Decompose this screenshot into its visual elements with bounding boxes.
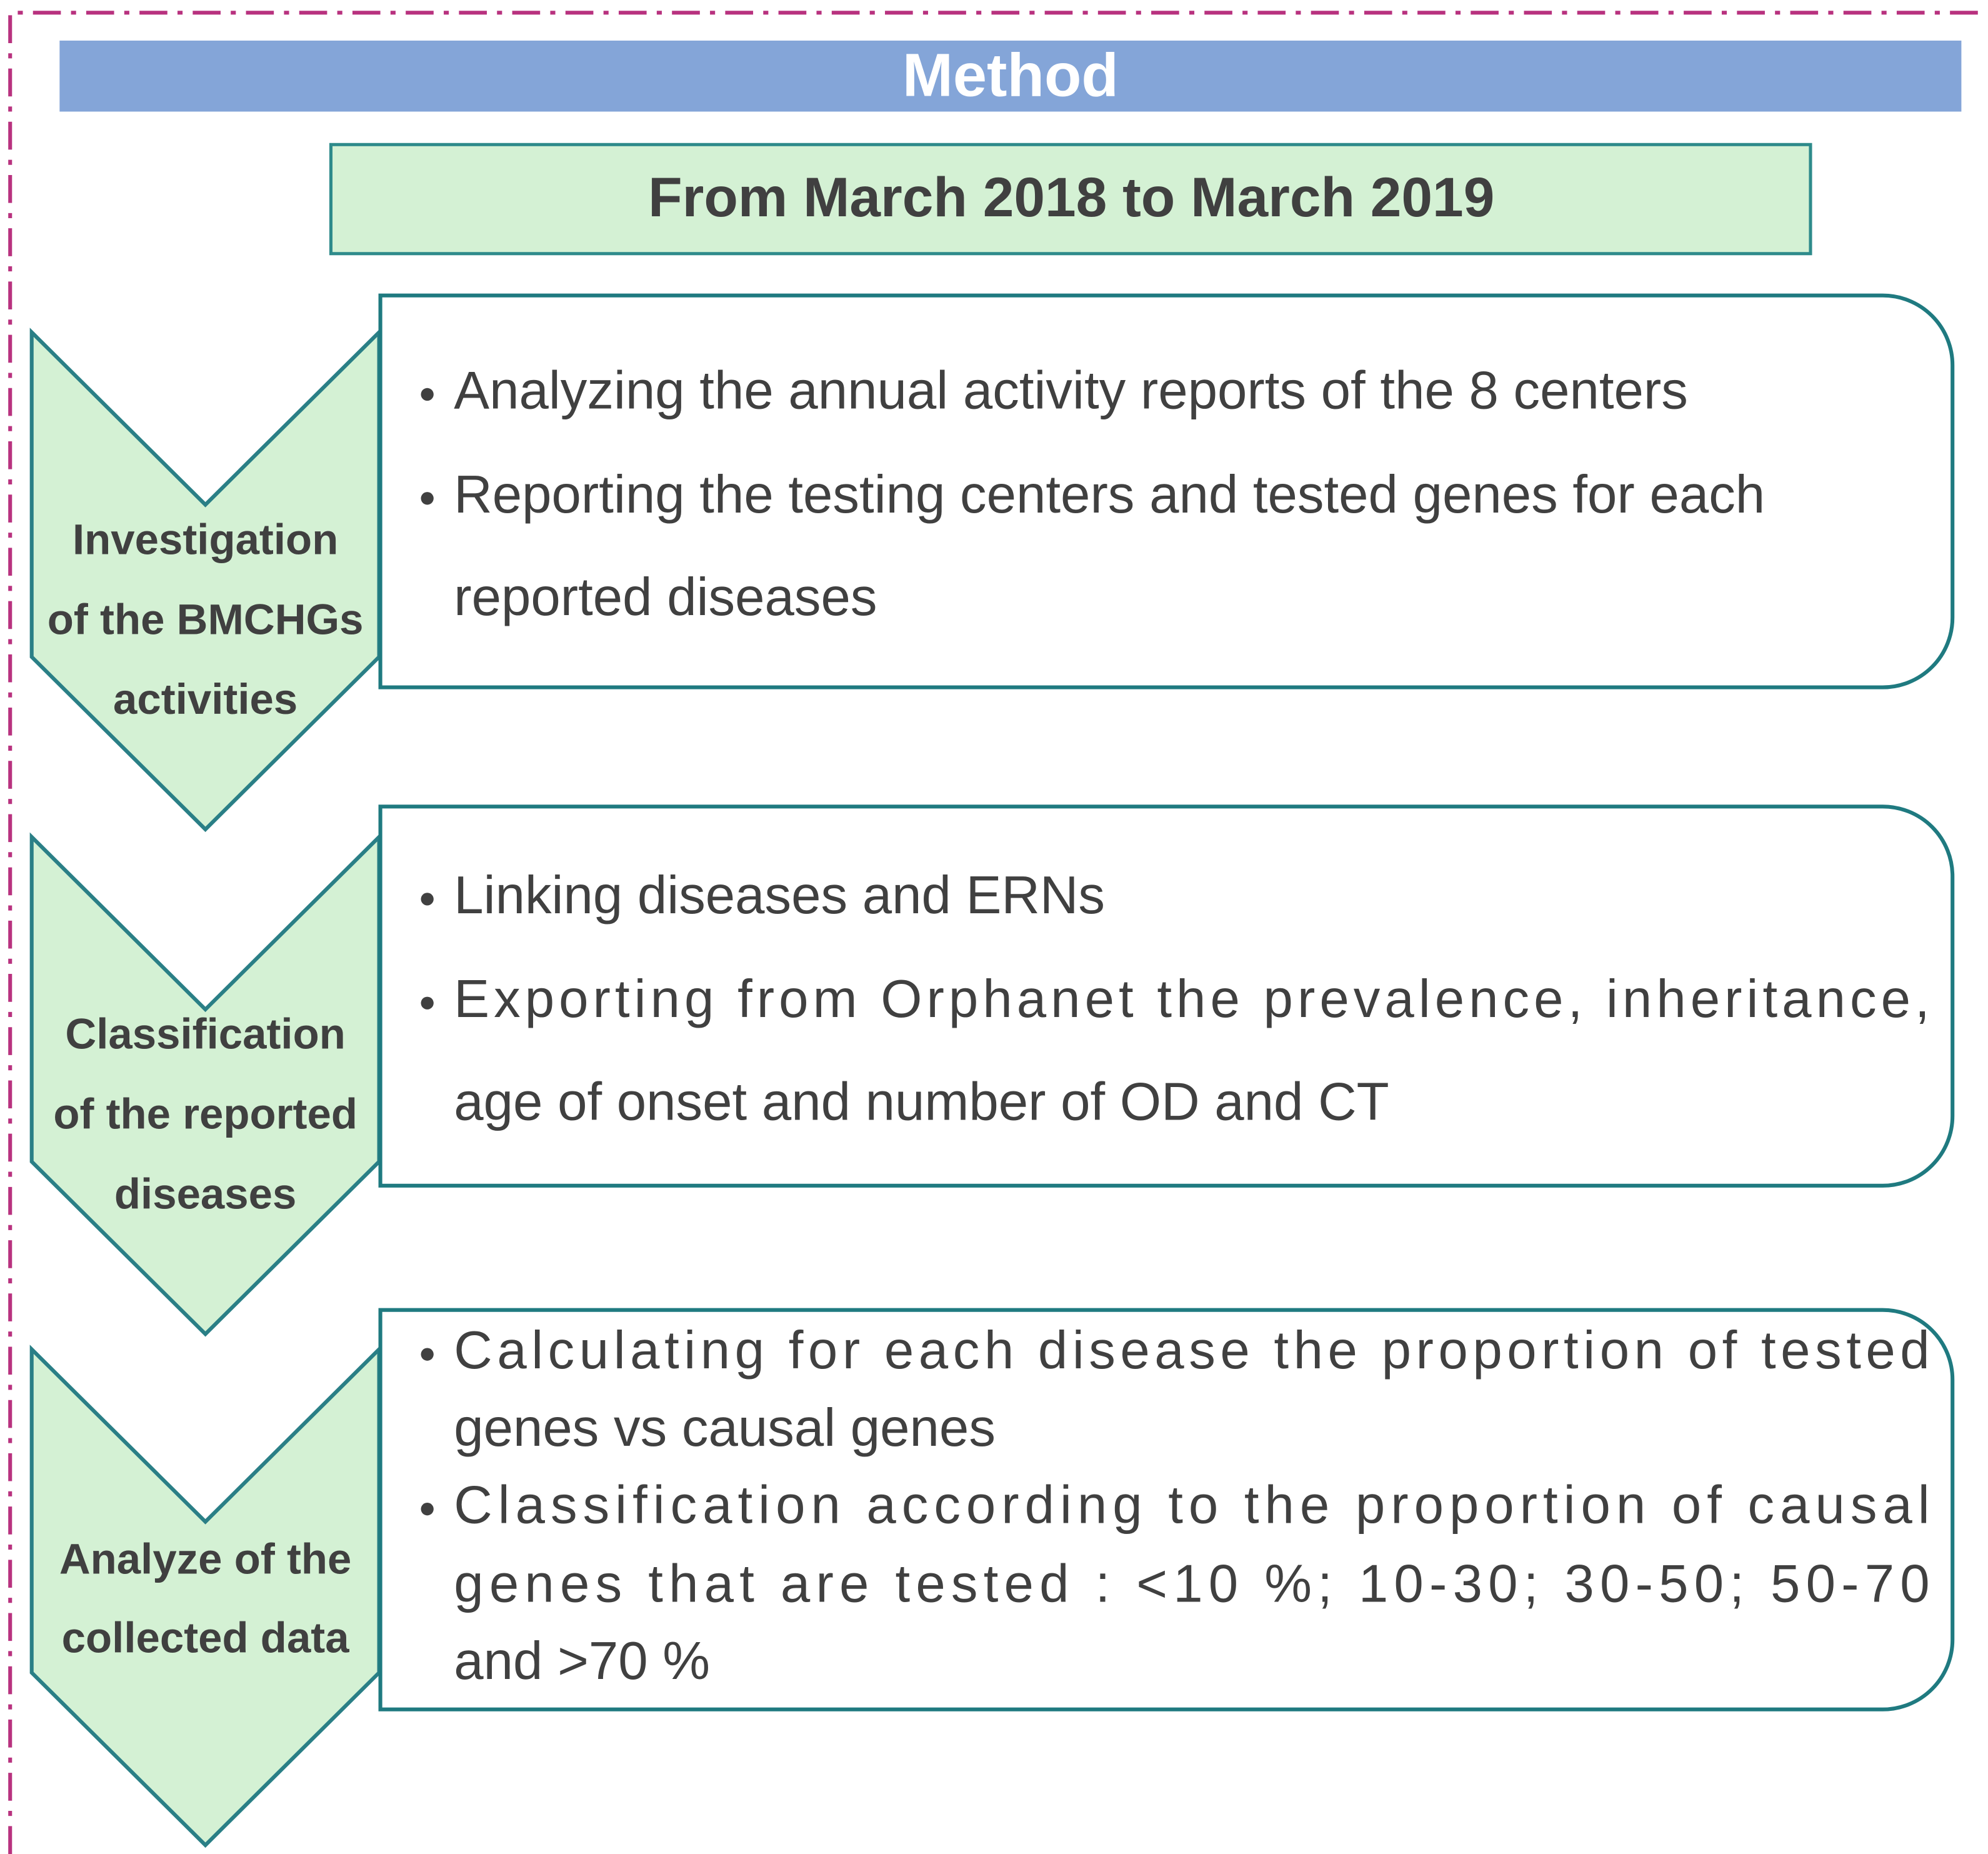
bullet-dot <box>421 996 434 1010</box>
chevron <box>29 328 381 833</box>
bullet-text: age of onset and number of OD and CT <box>454 1073 1389 1132</box>
step-label: of the BMCHGs <box>47 595 364 643</box>
bullet-text: genes that are tested : <10 %; 10-30; 30… <box>454 1554 1929 1613</box>
step-box <box>378 293 1955 689</box>
bullet-text: and >70 % <box>454 1631 710 1691</box>
step-label: Analyze of the <box>59 1535 352 1583</box>
dash-border <box>8 11 1988 1854</box>
header-bar <box>59 40 1962 112</box>
bullet-text: Linking diseases and ERNs <box>454 866 1105 925</box>
bullet-dot <box>421 893 434 906</box>
bullet-text: Reporting the testing centers and tested… <box>454 465 1765 524</box>
step-box <box>378 804 1955 1188</box>
step-label: Classification <box>65 1010 345 1058</box>
bullet-text: Analyzing the annual activity reports of… <box>454 361 1688 420</box>
chevron <box>29 1345 381 1848</box>
step-label: Investigation <box>72 516 338 564</box>
bullet-text: genes vs causal genes <box>454 1398 996 1458</box>
chevron <box>29 832 381 1337</box>
step-label: activities <box>113 675 297 723</box>
bullet-dot <box>421 1503 434 1516</box>
bullet-text: reported diseases <box>454 568 877 627</box>
step-label: diseases <box>114 1170 296 1218</box>
step-box <box>378 1308 1955 1711</box>
bullet-dot <box>421 388 434 401</box>
period-text: From March 2018 to March 2019 <box>648 166 1494 228</box>
bullet-text: Exporting from Orphanet the prevalence, … <box>454 970 1929 1029</box>
period-box <box>329 143 1812 256</box>
step-label: of the reported <box>53 1090 357 1138</box>
bullet-dot <box>421 492 434 505</box>
bullet-dot <box>421 1348 434 1361</box>
bullet-text: Classification according to the proporti… <box>454 1476 1929 1535</box>
header-title: Method <box>902 41 1119 109</box>
bullet-text: Calculating for each disease the proport… <box>454 1321 1929 1380</box>
step-label: collected data <box>62 1613 350 1661</box>
